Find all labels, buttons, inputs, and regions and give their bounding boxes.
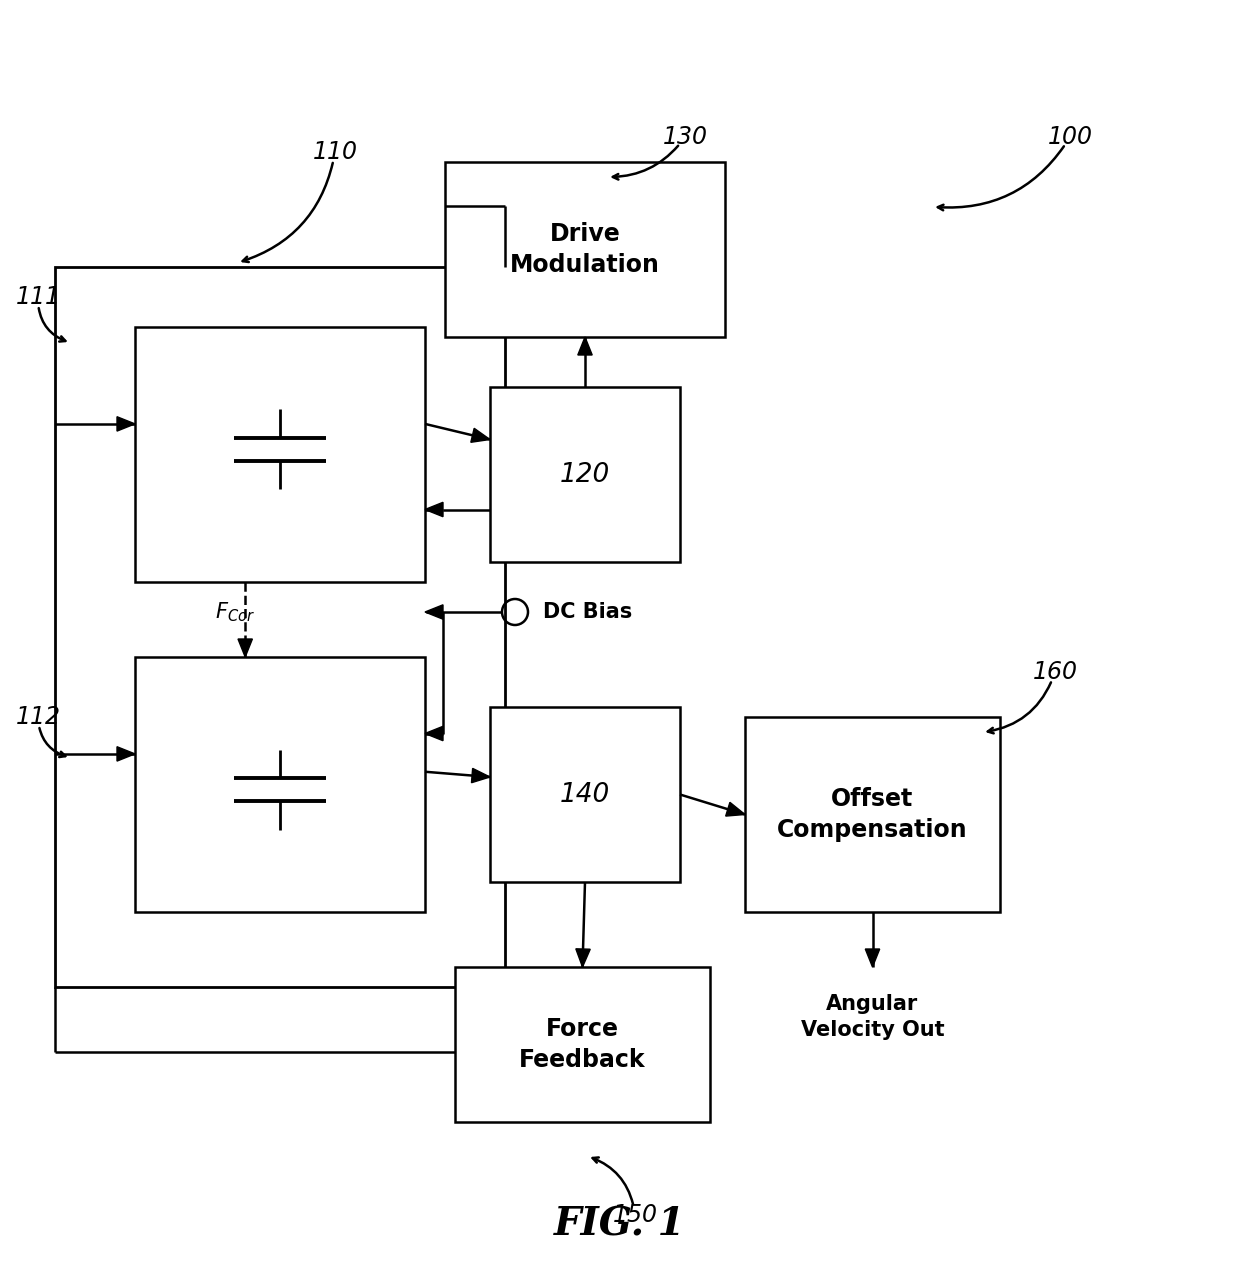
- Polygon shape: [117, 746, 135, 761]
- Bar: [115, 327, 445, 957]
- Text: Offset
Compensation: Offset Compensation: [777, 787, 967, 843]
- Bar: [445, 162, 725, 337]
- Polygon shape: [425, 604, 443, 620]
- Polygon shape: [238, 639, 253, 658]
- Bar: [135, 327, 425, 582]
- Bar: [490, 386, 680, 563]
- Text: 110: 110: [312, 139, 357, 163]
- Polygon shape: [425, 502, 443, 517]
- Text: DC Bias: DC Bias: [543, 602, 632, 622]
- Text: Angular
Velocity Out: Angular Velocity Out: [801, 993, 945, 1040]
- Text: $F_{Cor}$: $F_{Cor}$: [215, 601, 255, 623]
- Bar: [55, 267, 505, 987]
- Polygon shape: [725, 802, 745, 816]
- Bar: [490, 707, 680, 882]
- Polygon shape: [471, 768, 490, 783]
- Polygon shape: [866, 949, 879, 967]
- Text: FIG. 1: FIG. 1: [554, 1206, 686, 1244]
- Text: 112: 112: [15, 704, 61, 729]
- Bar: [745, 717, 999, 912]
- Text: 120: 120: [560, 461, 610, 488]
- Text: 150: 150: [613, 1202, 657, 1226]
- Text: 140: 140: [560, 782, 610, 807]
- Bar: [135, 658, 425, 912]
- Polygon shape: [471, 428, 490, 442]
- Polygon shape: [578, 337, 593, 355]
- Text: 100: 100: [1048, 125, 1092, 150]
- Text: 130: 130: [662, 125, 708, 150]
- Text: 111: 111: [15, 285, 61, 309]
- Polygon shape: [425, 726, 443, 741]
- Text: 160: 160: [1033, 660, 1078, 684]
- Bar: [455, 967, 711, 1123]
- Polygon shape: [117, 417, 135, 431]
- Text: Force
Feedback: Force Feedback: [520, 1016, 646, 1072]
- Polygon shape: [575, 949, 590, 967]
- Text: Drive
Modulation: Drive Modulation: [510, 222, 660, 277]
